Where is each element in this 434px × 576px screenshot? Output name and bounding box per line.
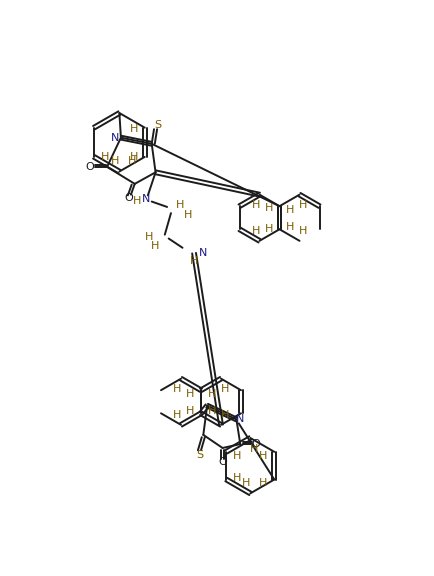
Text: H: H <box>173 410 181 420</box>
Text: H: H <box>242 478 250 488</box>
Text: H: H <box>189 256 198 266</box>
Text: H: H <box>258 478 266 488</box>
Text: H: H <box>220 384 229 393</box>
Text: H: H <box>232 450 241 461</box>
Text: H: H <box>186 406 194 416</box>
Text: O: O <box>251 439 260 449</box>
Text: H: H <box>250 444 258 454</box>
Text: S: S <box>195 450 203 460</box>
Text: H: H <box>173 384 181 393</box>
Text: H: H <box>286 205 294 215</box>
Text: H: H <box>207 406 215 416</box>
Text: H: H <box>127 156 135 166</box>
Text: H: H <box>133 196 141 206</box>
Text: H: H <box>264 224 272 234</box>
Text: H: H <box>111 156 119 166</box>
Text: H: H <box>129 124 138 134</box>
Text: H: H <box>251 226 259 236</box>
Text: H: H <box>299 200 307 210</box>
Text: H: H <box>264 203 272 214</box>
Text: N: N <box>236 415 244 425</box>
Text: N: N <box>142 194 150 204</box>
Text: H: H <box>100 152 109 162</box>
Text: H: H <box>220 410 229 420</box>
Text: H: H <box>251 200 259 210</box>
Text: H: H <box>207 389 215 399</box>
Text: H: H <box>286 222 294 232</box>
Text: O: O <box>85 162 94 172</box>
Text: H: H <box>151 241 159 251</box>
Text: H: H <box>129 152 138 162</box>
Text: N: N <box>199 248 207 258</box>
Text: S: S <box>154 120 161 130</box>
Text: N: N <box>111 132 119 143</box>
Text: H: H <box>299 226 307 236</box>
Text: H: H <box>176 200 184 210</box>
Text: H: H <box>145 232 153 242</box>
Text: H: H <box>183 210 192 219</box>
Text: O: O <box>218 457 227 467</box>
Text: H: H <box>186 389 194 399</box>
Text: O: O <box>124 194 133 203</box>
Text: H: H <box>259 450 267 461</box>
Text: H: H <box>232 473 241 483</box>
